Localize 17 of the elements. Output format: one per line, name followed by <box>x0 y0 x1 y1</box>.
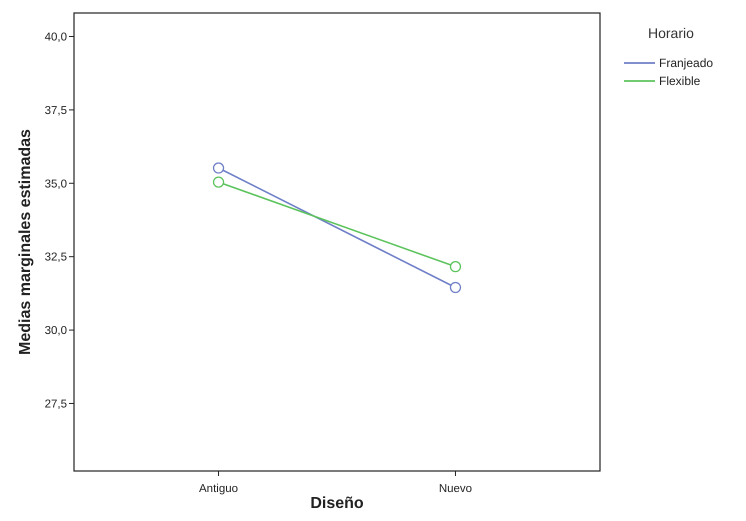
x-axis-title: Diseño <box>310 495 364 512</box>
point <box>212 176 224 188</box>
legend-label: Franjeado <box>659 56 714 70</box>
legend-label: Flexible <box>659 74 701 88</box>
point <box>450 282 462 294</box>
legend-title: Horario <box>648 25 694 41</box>
x-tick-label: Nuevo <box>438 483 472 495</box>
point <box>450 261 462 272</box>
y-tick-label: 30,0 <box>44 325 67 338</box>
y-tick-label: 37,5 <box>44 104 67 117</box>
y-axis-title: Medias marginales estimadas <box>17 128 34 355</box>
y-tick-label: 27,5 <box>44 398 67 410</box>
y-tick-label: 40,0 <box>44 32 67 44</box>
point <box>212 162 224 174</box>
y-tick-label: 35,0 <box>44 178 67 190</box>
y-tick-label: 32,5 <box>44 252 67 264</box>
x-tick-label: Antiguo <box>199 483 238 495</box>
